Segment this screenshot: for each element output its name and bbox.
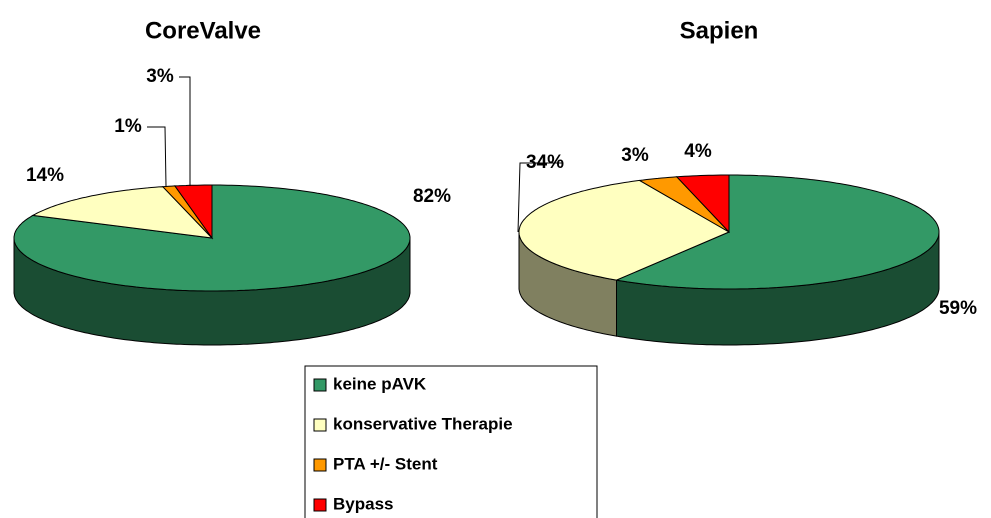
data-label: 1% — [114, 116, 142, 137]
chart-title: Sapien — [680, 17, 759, 44]
data-label: 3% — [146, 66, 174, 87]
pie-slice: PTA +/- Stent — [638, 176, 730, 233]
leader-line — [147, 126, 167, 187]
legend-swatch — [313, 498, 327, 512]
legend-label: Bypass — [333, 494, 393, 513]
legend-label: PTA +/- Stent — [333, 454, 438, 473]
legend-label: konservative Therapie — [333, 414, 513, 433]
legend-box — [304, 365, 598, 518]
legend-swatch — [313, 418, 327, 432]
pie-slice: konservative Therapie — [31, 186, 214, 239]
leader-line — [179, 76, 191, 186]
data-label: 14% — [26, 165, 64, 186]
data-label: 82% — [413, 186, 451, 207]
pie-slice: Bypass — [675, 174, 730, 234]
leader-line — [517, 162, 563, 233]
data-label: 59% — [939, 298, 977, 319]
legend-label: keine pAVK — [333, 374, 427, 393]
legend-swatch — [313, 378, 327, 392]
chart-title: CoreValve — [145, 17, 261, 44]
legend-swatch — [313, 458, 327, 472]
data-label: 3% — [621, 145, 649, 166]
pie-slice: konservative Therapie — [518, 179, 731, 281]
pie-slice: keine pAVK — [614, 174, 940, 290]
pie-slice: Bypass — [173, 184, 213, 240]
data-label: 4% — [684, 141, 712, 162]
